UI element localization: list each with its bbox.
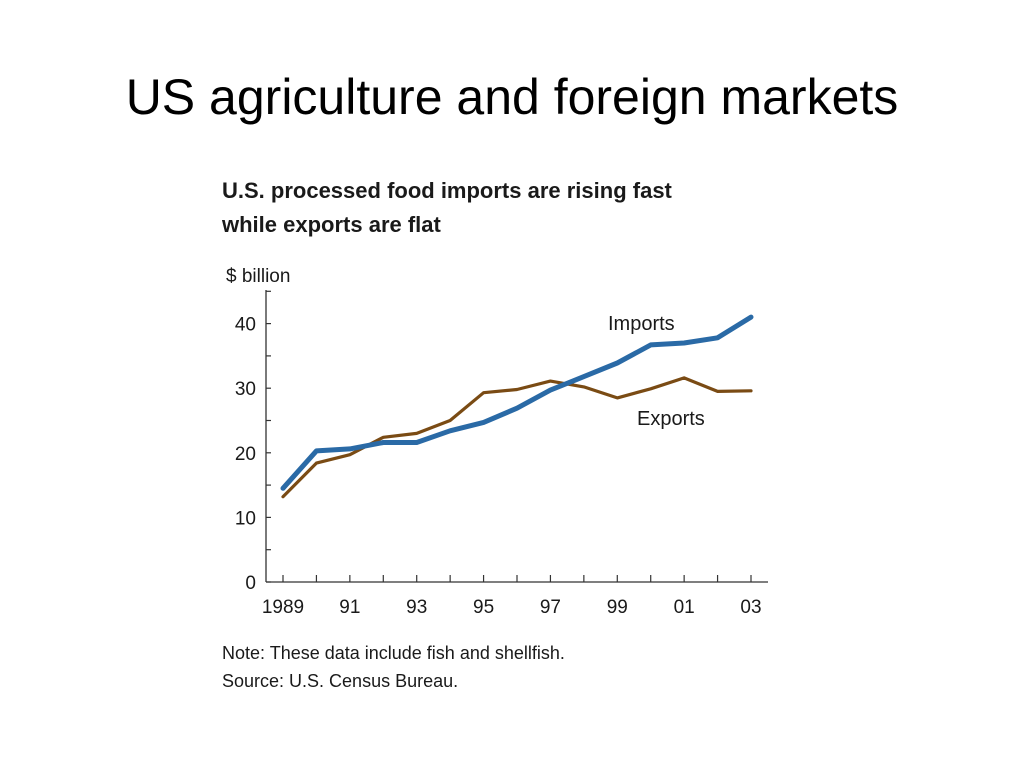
footnotes: Note: These data include fish and shellf… <box>222 639 822 695</box>
x-tick-label: 03 <box>740 597 761 618</box>
chart-subtitle: while exports are flat <box>222 212 441 237</box>
y-tick-label: 40 <box>235 315 256 336</box>
y-tick-label: 0 <box>245 573 256 594</box>
axes: 0 10 20 30 40 1989 91 93 95 97 99 01 03 <box>235 290 768 618</box>
y-tick-label: 30 <box>235 379 256 400</box>
chart-source: Source: U.S. Census Bureau. <box>222 671 459 691</box>
series-label-exports: Exports <box>637 408 705 430</box>
series-line-exports <box>281 376 753 499</box>
chart-note: Note: These data include fish and shellf… <box>222 643 565 663</box>
series-lines <box>280 314 754 499</box>
y-tick-label: 10 <box>235 508 256 529</box>
x-tick-label: 95 <box>473 597 494 618</box>
x-tick-label: 1989 <box>262 597 304 618</box>
chart-title: U.S. processed food imports are rising f… <box>222 174 822 242</box>
x-tick-label: 93 <box>406 597 427 618</box>
series-label-imports: Imports <box>608 313 675 335</box>
series-labels: Imports Exports <box>608 313 705 430</box>
chart-title-line1: U.S. processed food imports are rising f… <box>222 178 672 203</box>
y-axis-label: $ billion <box>226 266 290 287</box>
x-tick-label: 99 <box>607 597 628 618</box>
y-tick-label: 20 <box>235 444 256 465</box>
slide-title: US agriculture and foreign markets <box>125 69 899 125</box>
x-tick-label: 97 <box>540 597 561 618</box>
x-tick-label: 01 <box>674 597 695 618</box>
series-line-imports <box>280 314 754 491</box>
x-tick-label: 91 <box>339 597 360 618</box>
